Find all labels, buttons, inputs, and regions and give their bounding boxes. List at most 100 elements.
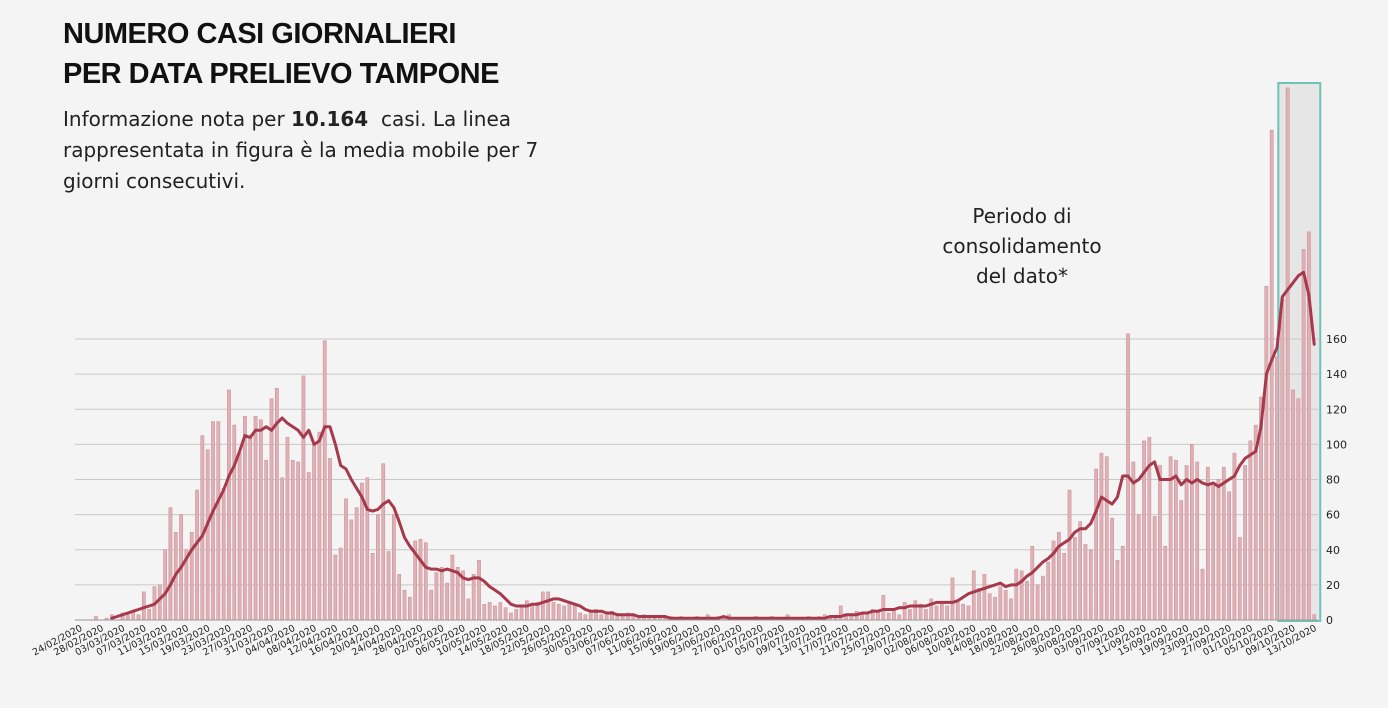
y-tick-label: 60 (1326, 509, 1340, 522)
bar (950, 577, 955, 621)
bar (892, 609, 896, 621)
bar (1227, 491, 1231, 621)
bar (924, 609, 928, 621)
bar (1104, 456, 1109, 621)
bar (1088, 549, 1093, 621)
bar (546, 591, 551, 621)
bar (1072, 537, 1077, 621)
bar (248, 437, 253, 621)
bar (509, 612, 513, 621)
bar (126, 614, 130, 621)
bar (1152, 516, 1157, 621)
bar (163, 549, 167, 621)
bar (487, 602, 492, 621)
bar (221, 488, 226, 621)
bar (439, 567, 444, 621)
bar (620, 616, 625, 621)
bar (562, 605, 566, 621)
moving-average-line (110, 270, 1316, 620)
y-tick-label: 40 (1326, 544, 1340, 557)
bar (397, 574, 402, 621)
bar (1264, 286, 1269, 621)
bar (567, 602, 572, 621)
bar (530, 603, 535, 621)
bar (1285, 87, 1290, 621)
bar (1195, 461, 1200, 621)
bar (1179, 500, 1184, 621)
bar (232, 424, 237, 621)
bar (886, 612, 891, 621)
bar (269, 398, 274, 621)
bar (301, 375, 306, 621)
bar (908, 609, 912, 621)
bar (216, 421, 221, 621)
bar (860, 614, 864, 621)
y-tick-label: 100 (1326, 438, 1347, 451)
bar (195, 489, 199, 621)
bar (519, 605, 524, 621)
annotation: Periodo di consolidamento del dato* (912, 201, 1132, 291)
bar (578, 612, 582, 621)
bar (1094, 468, 1098, 621)
bar (1211, 482, 1216, 621)
bar (998, 586, 1003, 621)
bar (285, 437, 290, 621)
bar (955, 602, 960, 621)
bar (94, 616, 98, 621)
bar (280, 477, 285, 621)
bar (572, 605, 577, 621)
bar (977, 588, 981, 621)
bar (434, 572, 439, 621)
bar (1041, 575, 1045, 621)
bar (243, 416, 247, 621)
bar (1275, 356, 1279, 621)
y-tick-label: 160 (1326, 333, 1347, 346)
bar (376, 514, 380, 621)
bar (1216, 479, 1221, 621)
bar (1131, 461, 1136, 621)
bar (1009, 598, 1013, 621)
bar (1078, 521, 1083, 621)
bar (503, 607, 508, 621)
bar (498, 602, 503, 621)
bar (599, 614, 604, 621)
bar (237, 452, 242, 621)
bar (1184, 465, 1189, 621)
bar (1253, 424, 1258, 621)
bar (200, 435, 205, 621)
bar (450, 554, 455, 621)
bar (551, 602, 556, 621)
bar (136, 614, 141, 621)
bar (1067, 489, 1072, 621)
bar (423, 542, 428, 621)
bar (881, 595, 886, 621)
bar (993, 596, 997, 621)
title-line: PER DATA PRELIEVO TAMPONE (63, 58, 499, 90)
bar (939, 603, 944, 621)
bar (1046, 561, 1051, 621)
bar (370, 553, 375, 621)
bar (583, 614, 588, 621)
y-tick-label: 20 (1326, 579, 1340, 592)
y-tick-label: 0 (1326, 614, 1333, 627)
bar (1301, 249, 1306, 621)
title: NUMERO CASI GIORNALIERI PER DATA PRELIEV… (63, 14, 499, 94)
bar (354, 507, 359, 621)
subtitle-count: 10.164 (291, 107, 369, 131)
bar (227, 389, 231, 621)
bar (1312, 614, 1317, 621)
bar (1248, 440, 1253, 621)
bar (168, 507, 173, 621)
bar (1243, 465, 1247, 621)
subtitle-text: Informazione nota per (63, 107, 285, 131)
bar (945, 605, 950, 621)
annotation-line: del dato* (976, 264, 1068, 288)
bar (392, 514, 396, 621)
bar (913, 600, 918, 621)
bar (1291, 389, 1295, 621)
bar (1136, 514, 1141, 621)
bar (1163, 545, 1168, 621)
bar (429, 589, 433, 621)
bar (211, 421, 215, 621)
